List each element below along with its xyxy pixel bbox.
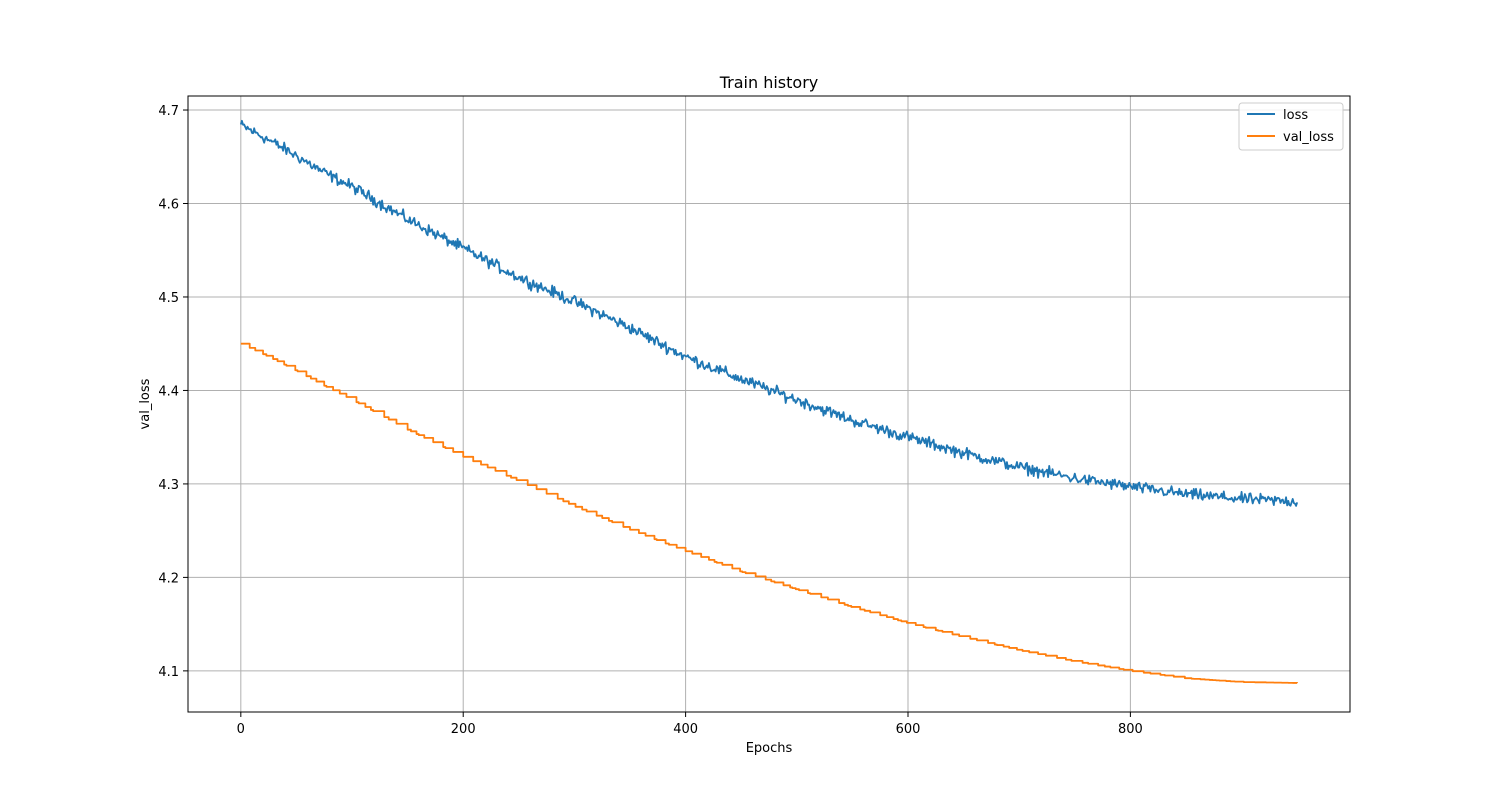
y-tick-label: 4.7 — [158, 104, 179, 119]
chart-title: Train history — [719, 73, 819, 92]
y-tick-label: 4.1 — [158, 665, 179, 680]
plot-lines — [239, 119, 1299, 684]
series-line-loss — [239, 119, 1299, 507]
legend-label-loss: loss — [1283, 108, 1308, 123]
x-axis-label: Epochs — [746, 741, 793, 756]
x-tick-label: 400 — [673, 722, 698, 737]
grid — [188, 96, 1350, 712]
x-tick-label: 600 — [896, 722, 921, 737]
x-tick-label: 0 — [237, 722, 245, 737]
y-tick-label: 4.3 — [158, 478, 179, 493]
y-tick-label: 4.6 — [158, 197, 179, 212]
axis-ticks: 0 200 400 600 800 4.1 4.2 4.3 4.4 4.5 4.6 4.7 — [158, 104, 1142, 737]
y-tick-label: 4.2 — [158, 571, 179, 586]
y-tick-label: 4.4 — [158, 384, 179, 399]
x-tick-label: 200 — [451, 722, 476, 737]
plot-area-frame — [187, 95, 1351, 713]
x-tick-label: 800 — [1118, 722, 1143, 737]
legend-label-val-loss: val_loss — [1283, 130, 1334, 145]
legend: loss val_loss — [1238, 102, 1344, 151]
y-tick-label: 4.5 — [158, 291, 179, 306]
y-axis-label: val_loss — [138, 378, 153, 429]
series-line-val-loss — [240, 342, 1299, 684]
